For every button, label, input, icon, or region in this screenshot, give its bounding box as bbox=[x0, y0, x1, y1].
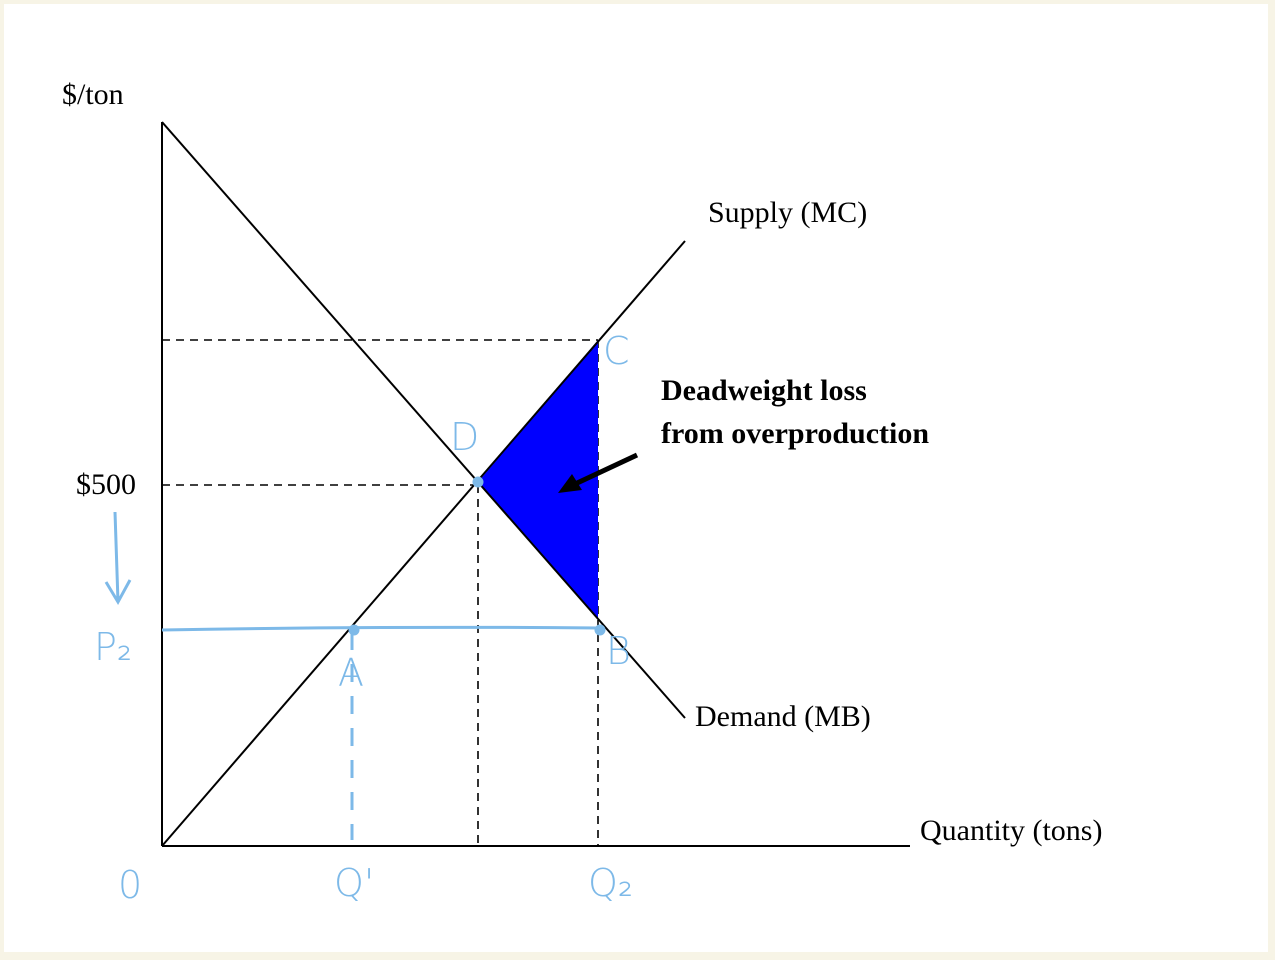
demand-label: Demand (MB) bbox=[695, 700, 871, 733]
hand-lines bbox=[104, 476, 606, 840]
quantity-label: Q₂ bbox=[588, 861, 633, 905]
arrow-head bbox=[558, 474, 582, 493]
quantity-label: Q' bbox=[334, 861, 374, 905]
hand-arrow bbox=[104, 511, 132, 606]
annotation: from overproduction bbox=[661, 417, 929, 450]
price-label: P₂ bbox=[94, 625, 132, 669]
y-axis-label: $/ton bbox=[62, 78, 124, 111]
point-label: A bbox=[338, 651, 364, 695]
supply-curve bbox=[161, 240, 686, 847]
demand-curve bbox=[161, 121, 686, 719]
hand-line bbox=[161, 625, 601, 632]
deadweight-triangle bbox=[478, 340, 598, 618]
canvas bbox=[4, 4, 1268, 952]
origin-label: 0 bbox=[118, 863, 142, 907]
price-label: $500 bbox=[76, 468, 136, 501]
point bbox=[594, 624, 606, 636]
point bbox=[348, 624, 360, 636]
point-label: D bbox=[450, 415, 479, 459]
supply-label: Supply (MC) bbox=[708, 196, 867, 229]
annotation: Deadweight loss bbox=[661, 374, 867, 407]
point-label: C bbox=[603, 329, 630, 373]
x-axis-label: Quantity (tons) bbox=[920, 814, 1102, 847]
point-label: B bbox=[606, 629, 631, 673]
arrow bbox=[573, 452, 639, 487]
point bbox=[472, 476, 484, 488]
